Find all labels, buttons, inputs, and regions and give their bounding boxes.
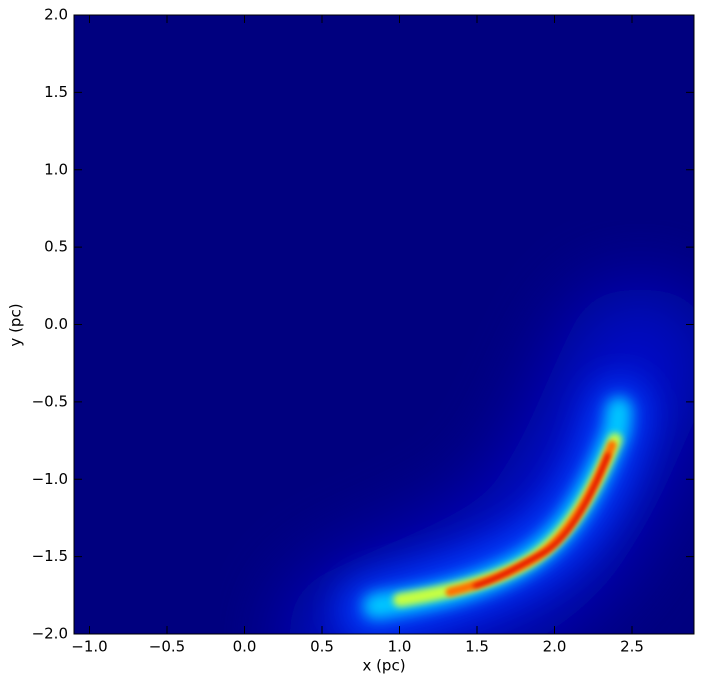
- y-tick-label: −1.5: [32, 547, 68, 565]
- x-tick-label: 0.5: [310, 638, 334, 656]
- heatmap-image: [285, 285, 694, 634]
- y-tick-label: 2.0: [44, 6, 68, 24]
- x-tick-label: −1.0: [71, 638, 107, 656]
- y-tick-label: 0.5: [44, 238, 68, 256]
- x-tick-label: 2.0: [543, 638, 567, 656]
- x-tick-label: 0.0: [233, 638, 257, 656]
- y-tick-label: 1.0: [44, 160, 68, 178]
- x-tick-label: −0.5: [149, 638, 185, 656]
- y-tick-label: −0.5: [32, 392, 68, 410]
- y-tick-label: −2.0: [32, 625, 68, 643]
- x-tick-label: 1.0: [388, 638, 412, 656]
- y-tick-label: 0.0: [44, 315, 68, 333]
- y-axis-label: y (pc): [7, 303, 25, 346]
- x-tick-label: 2.5: [620, 638, 644, 656]
- y-tick-label: 1.5: [44, 83, 68, 101]
- x-axis-label: x (pc): [362, 657, 405, 675]
- y-tick-label: −1.0: [32, 470, 68, 488]
- x-tick-label: 1.5: [465, 638, 489, 656]
